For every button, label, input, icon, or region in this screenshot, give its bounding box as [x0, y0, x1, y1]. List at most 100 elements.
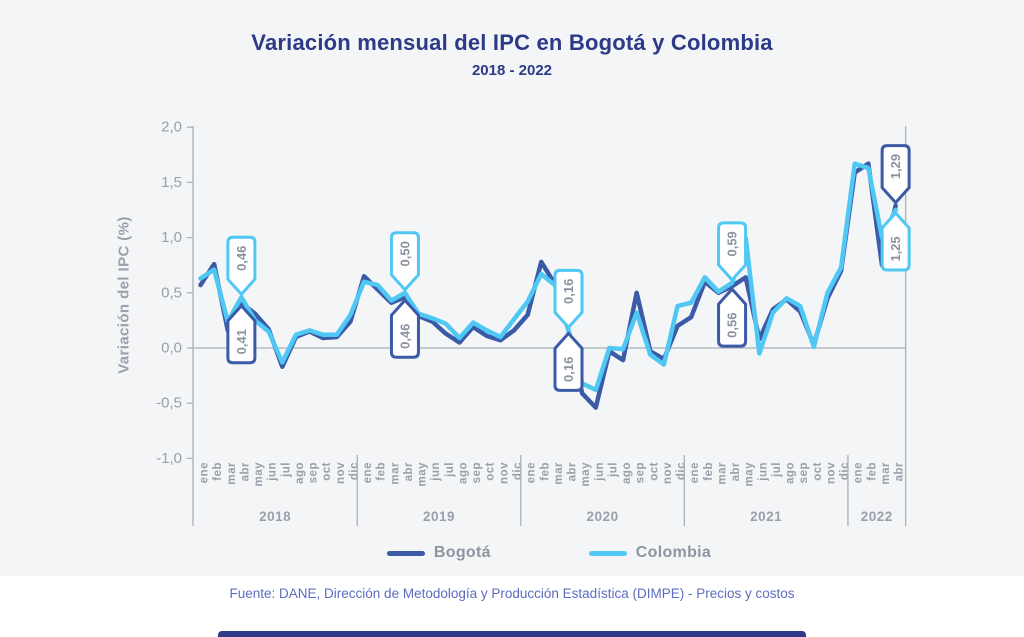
- year-label: 2022: [861, 509, 893, 524]
- year-label: 2020: [587, 509, 619, 524]
- month-label: sep: [798, 462, 810, 483]
- month-label: abr: [894, 462, 906, 481]
- callout-flag: [880, 211, 911, 272]
- month-label: nov: [825, 462, 837, 484]
- callout-value: 0,59: [725, 231, 740, 256]
- month-label: ene: [526, 462, 538, 483]
- chart-legend: Bogotá Colombia: [193, 540, 905, 566]
- legend-label-colombia: Colombia: [635, 544, 712, 561]
- month-label: feb: [212, 462, 224, 481]
- callout-value: 0,16: [561, 357, 576, 382]
- callout-flag: [553, 331, 584, 392]
- month-label: sep: [308, 462, 320, 483]
- month-label: sep: [471, 462, 483, 483]
- callout-value: 0,46: [234, 246, 249, 271]
- month-label: nov: [498, 462, 510, 484]
- callout-flag: [717, 221, 748, 282]
- month-label: ene: [362, 462, 374, 483]
- month-label: ago: [621, 462, 633, 484]
- month-label: mar: [880, 462, 892, 485]
- month-label: mar: [553, 462, 565, 485]
- y-tick-label: 0,5: [161, 284, 182, 301]
- y-tick-label: -0,5: [156, 395, 182, 412]
- month-label: nov: [335, 462, 347, 484]
- callout-value: 0,50: [397, 241, 412, 266]
- callout-value: 1,25: [888, 236, 903, 261]
- month-label: feb: [376, 462, 388, 481]
- callout-value: 0,16: [561, 279, 576, 304]
- callout-value: 0,46: [397, 324, 412, 349]
- callout-value: 0,56: [725, 313, 740, 338]
- month-label: jun: [267, 462, 279, 482]
- month-label: mar: [716, 462, 728, 485]
- chart-subtitle: 2018 - 2022: [471, 62, 553, 79]
- series-line-colombia: [198, 161, 898, 393]
- month-label: ene: [199, 462, 211, 483]
- callout-value: 0,41: [234, 329, 249, 354]
- callout-flag: [717, 287, 748, 348]
- month-label: jun: [757, 462, 769, 482]
- year-label: 2018: [259, 509, 291, 524]
- month-label: ene: [689, 462, 701, 483]
- month-label: jul: [444, 462, 456, 478]
- callout-flag: [226, 235, 257, 296]
- y-tick-label: 2,0: [161, 119, 182, 136]
- bogota-line-swatch: [386, 550, 425, 556]
- callout-flag: [389, 298, 420, 359]
- callout-flag: [226, 304, 257, 365]
- footer-background: [0, 576, 1024, 637]
- y-tick-label: 1,0: [161, 229, 182, 246]
- month-label: may: [744, 462, 756, 487]
- month-label: sep: [635, 462, 647, 483]
- year-label: 2021: [750, 509, 782, 524]
- month-label: abr: [730, 462, 742, 481]
- month-label: feb: [539, 462, 551, 481]
- month-label: feb: [866, 462, 878, 481]
- month-label: nov: [662, 462, 674, 484]
- month-label: mar: [226, 462, 238, 485]
- legend-item-colombia: Colombia: [588, 544, 712, 562]
- bottom-decoration-bar: [218, 631, 806, 637]
- month-label: dic: [348, 462, 360, 480]
- month-label: abr: [403, 462, 415, 481]
- month-label: may: [253, 462, 265, 487]
- month-label: ago: [294, 462, 306, 484]
- month-label: oct: [812, 462, 824, 481]
- y-tick-label: -1,0: [156, 450, 182, 467]
- month-label: abr: [567, 462, 579, 481]
- month-label: may: [417, 462, 429, 487]
- month-label: abr: [239, 462, 251, 481]
- month-label: oct: [321, 462, 333, 481]
- colombia-line-swatch: [588, 550, 627, 556]
- month-label: feb: [703, 462, 715, 481]
- callout-flag: [880, 144, 911, 205]
- month-label: may: [580, 462, 592, 487]
- chart-title: Variación mensual del IPC en Bogotá y Co…: [251, 30, 773, 55]
- callout-value: 1,29: [888, 154, 903, 179]
- legend-item-bogota: Bogotá: [386, 544, 491, 562]
- series-line-bogot: [198, 161, 898, 410]
- month-label: jun: [430, 462, 442, 482]
- y-tick-label: 1,5: [161, 174, 182, 191]
- month-label: jul: [771, 462, 783, 478]
- month-label: oct: [648, 462, 660, 481]
- month-label: oct: [485, 462, 497, 481]
- month-label: dic: [676, 462, 688, 480]
- month-label: mar: [389, 462, 401, 485]
- month-label: jul: [280, 462, 292, 478]
- month-label: ago: [785, 462, 797, 484]
- month-label: jun: [594, 462, 606, 482]
- source-note: Fuente: DANE, Dirección de Metodología y…: [229, 586, 795, 601]
- callout-flag: [553, 268, 584, 329]
- month-label: jul: [607, 462, 619, 478]
- legend-label-bogota: Bogotá: [433, 544, 491, 561]
- month-label: ago: [457, 462, 469, 484]
- y-tick-label: 0,0: [161, 340, 182, 357]
- year-label: 2019: [423, 509, 455, 524]
- month-label: ene: [853, 462, 865, 483]
- month-label: dic: [839, 462, 851, 480]
- month-label: dic: [512, 462, 524, 480]
- callout-flag: [389, 231, 420, 292]
